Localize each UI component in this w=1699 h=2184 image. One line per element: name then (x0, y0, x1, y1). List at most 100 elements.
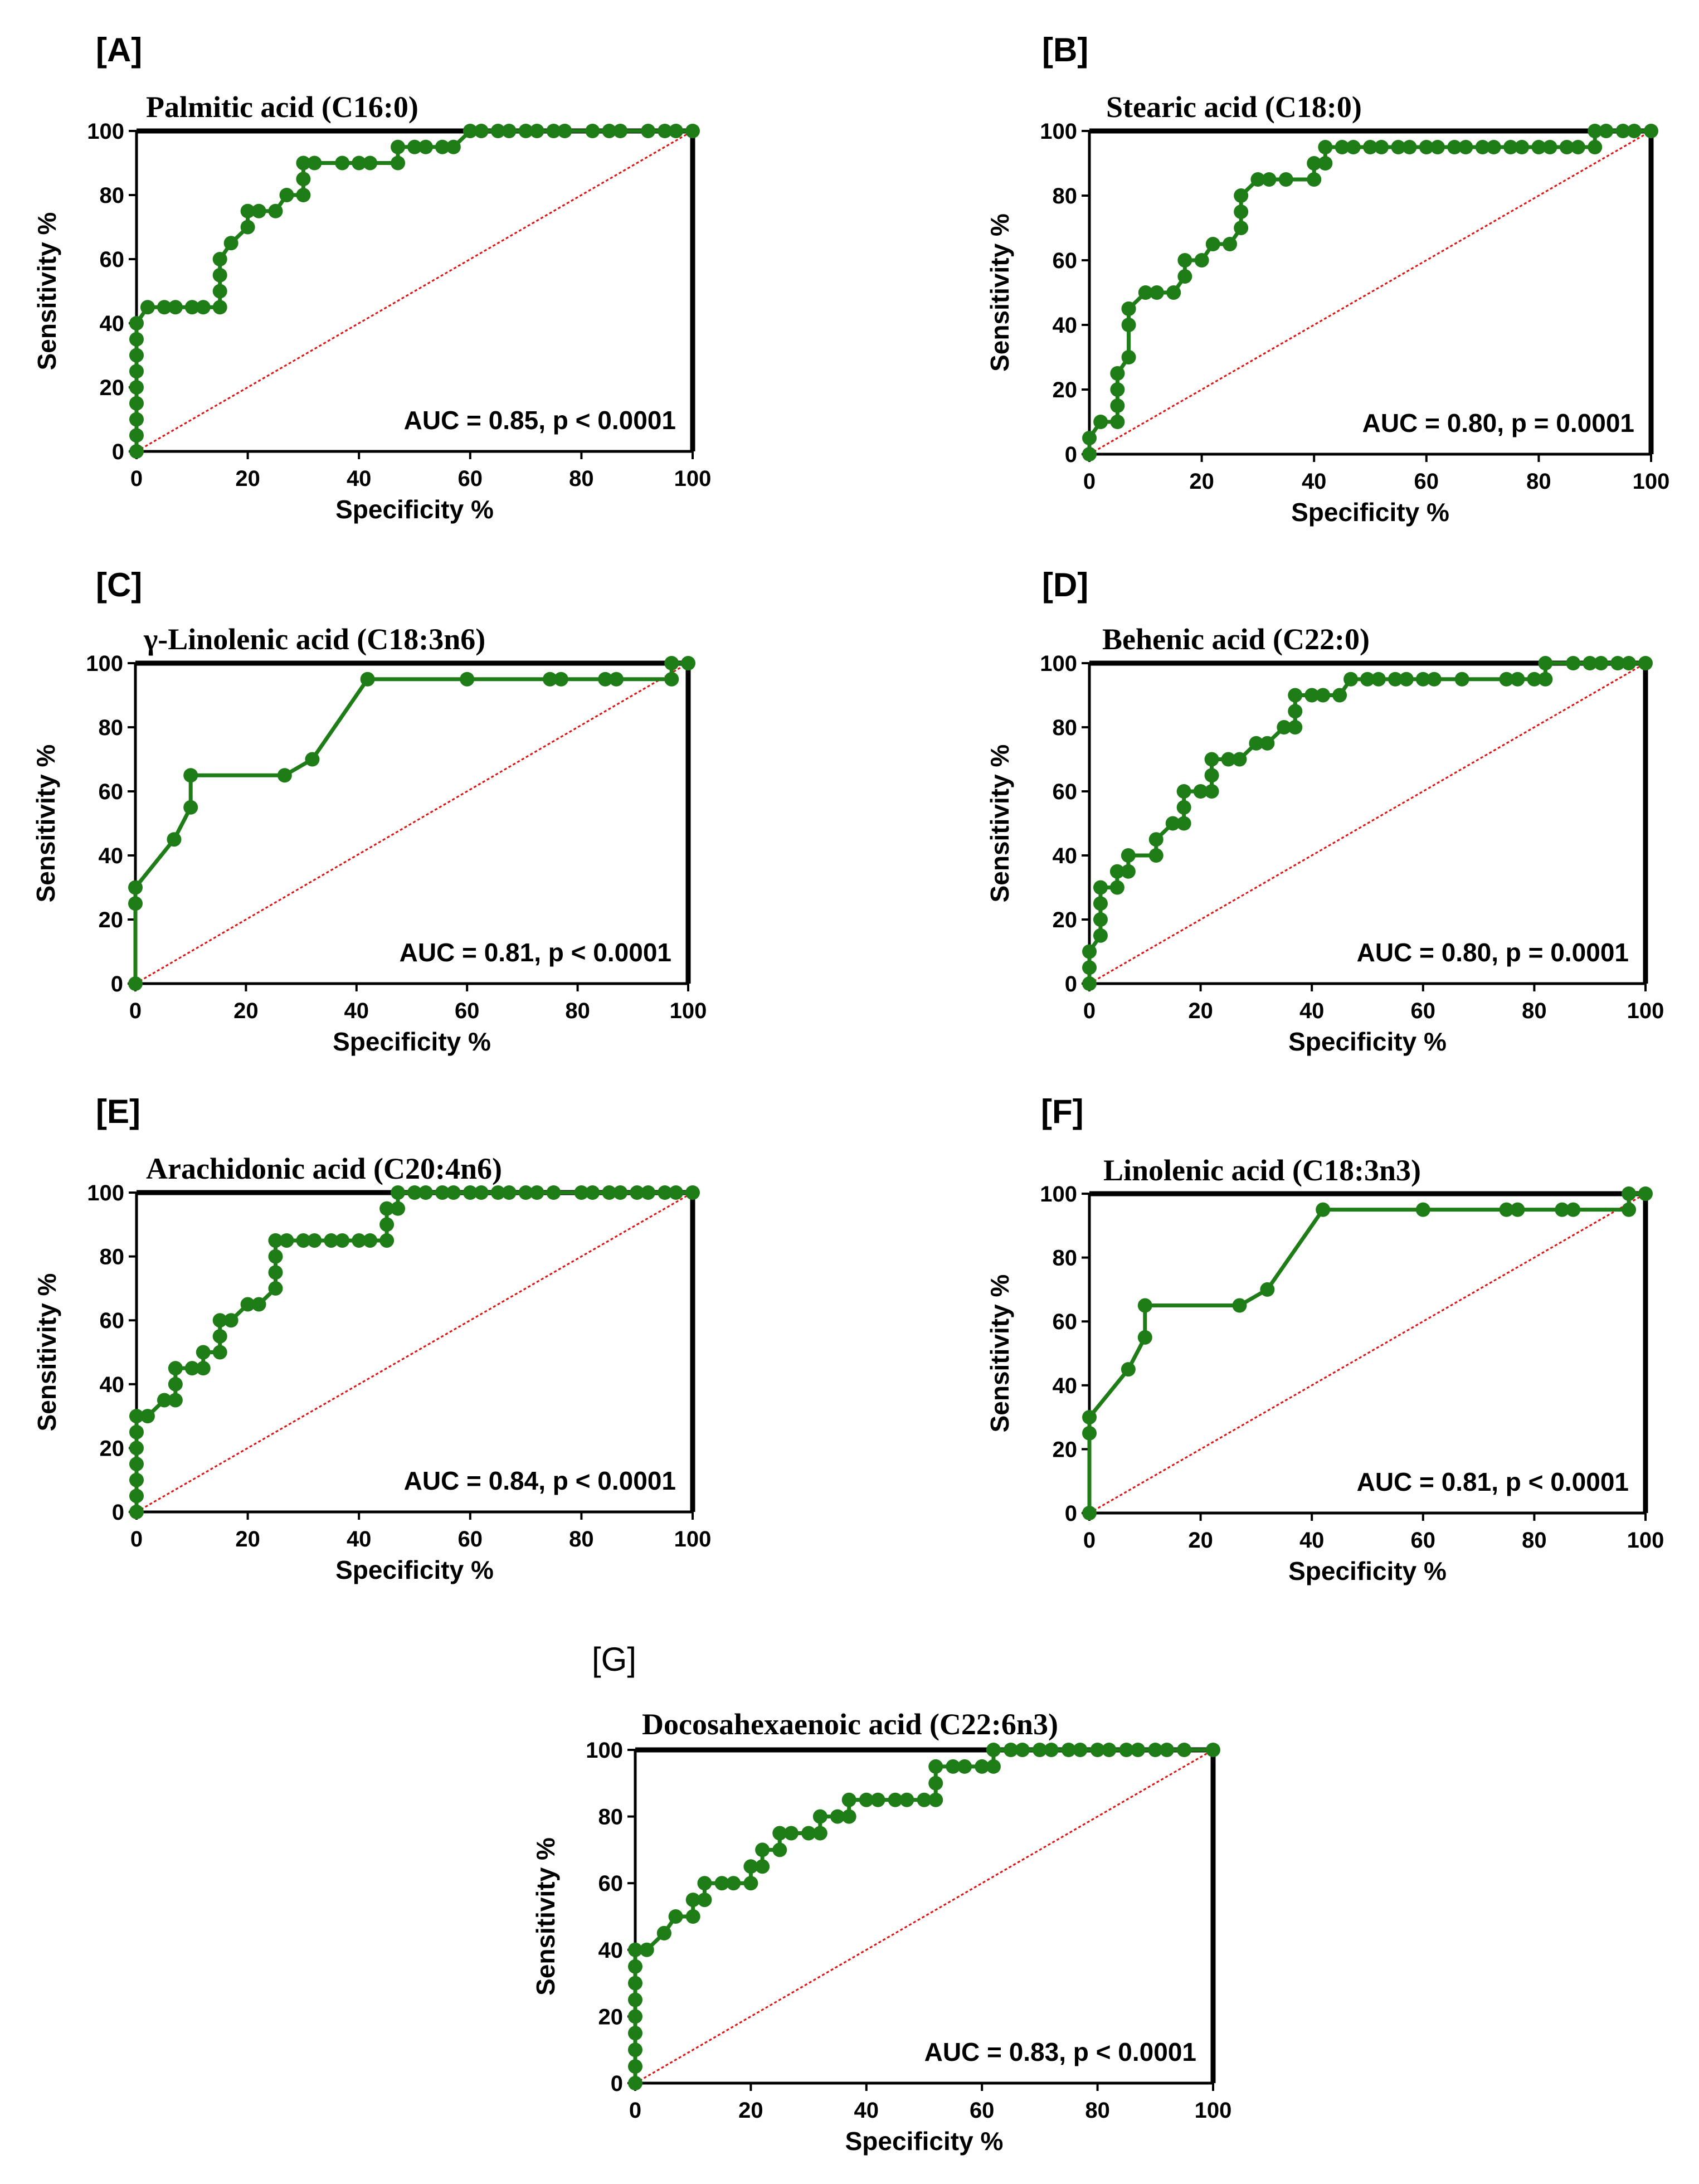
auc-annotation: AUC = 0.84, p < 0.0001 (404, 1466, 676, 1495)
roc-point (1583, 656, 1598, 670)
roc-point (1610, 656, 1625, 670)
roc-point (1109, 880, 1124, 895)
roc-point (1475, 140, 1490, 154)
roc-point (1622, 1202, 1637, 1217)
roc-point (628, 2076, 642, 2090)
roc-point (1165, 816, 1180, 831)
y-tick-label: 0 (1065, 442, 1077, 467)
roc-point (1205, 237, 1220, 251)
x-tick-label: 40 (854, 2098, 879, 2123)
roc-point (1531, 140, 1546, 154)
roc-point (379, 1201, 395, 1216)
roc-point (870, 1792, 885, 1807)
roc-point (296, 172, 311, 187)
roc-point (613, 1185, 628, 1200)
roc-point (986, 1743, 1001, 1757)
roc-point (1499, 1202, 1514, 1217)
panel-label: [F] (1041, 1093, 1084, 1130)
roc-point (1093, 896, 1108, 911)
roc-point (1277, 720, 1292, 735)
roc-point (1234, 205, 1249, 219)
roc-point (1121, 301, 1136, 316)
roc-point (435, 1185, 450, 1200)
roc-point (697, 1876, 712, 1891)
roc-point (1278, 172, 1293, 187)
roc-point (529, 1185, 544, 1200)
roc-point (1121, 318, 1136, 332)
roc-point (1566, 1202, 1581, 1217)
roc-point (812, 1809, 827, 1824)
roc-point (305, 752, 320, 767)
roc-point (743, 1876, 758, 1891)
roc-point (184, 1361, 199, 1376)
x-tick-label: 100 (674, 1527, 712, 1551)
roc-point (1032, 1743, 1047, 1757)
roc-point (888, 1792, 903, 1807)
x-tick-label: 60 (458, 466, 483, 491)
x-tick-label: 60 (970, 2098, 995, 2123)
y-axis-label: Sensitivity % (531, 1837, 560, 1996)
roc-point (975, 1759, 990, 1774)
roc-point (1360, 672, 1375, 687)
roc-point (129, 1472, 144, 1487)
roc-point (1332, 688, 1347, 703)
x-tick-label: 20 (1188, 1528, 1213, 1553)
roc-point (685, 1909, 700, 1924)
x-tick-label: 100 (1195, 2098, 1232, 2123)
x-tick-label: 80 (569, 1527, 594, 1551)
x-axis-label: Specificity % (335, 495, 494, 524)
roc-point (1148, 1743, 1163, 1757)
y-tick-label: 20 (1053, 378, 1078, 402)
roc-point (1148, 848, 1164, 863)
roc-point (129, 332, 144, 347)
roc-point (128, 880, 143, 895)
roc-point (1082, 1506, 1097, 1520)
y-tick-label: 100 (1040, 1182, 1077, 1207)
roc-point (129, 1441, 144, 1456)
roc-point (928, 1776, 943, 1791)
roc-point (1318, 140, 1333, 154)
roc-point (1121, 848, 1136, 863)
roc-point (1110, 366, 1125, 381)
roc-point (1599, 124, 1614, 138)
roc-point (1204, 768, 1219, 783)
roc-point (463, 124, 478, 138)
roc-point (140, 300, 155, 315)
roc-point (128, 896, 143, 911)
roc-point (613, 124, 628, 138)
roc-point (1177, 269, 1192, 284)
roc-point (251, 203, 266, 218)
roc-point (490, 124, 505, 138)
y-tick-label: 0 (1065, 972, 1077, 996)
roc-point (391, 155, 406, 171)
roc-point (360, 672, 375, 687)
roc-point (446, 1185, 461, 1200)
roc-point (502, 1185, 517, 1200)
roc-point (1149, 285, 1164, 300)
roc-point (574, 1185, 589, 1200)
y-tick-label: 40 (598, 1938, 624, 1963)
roc-point (1430, 140, 1445, 154)
roc-point (1559, 140, 1574, 154)
roc-point (743, 1859, 758, 1874)
roc-point (928, 1759, 943, 1774)
roc-point (1346, 140, 1361, 154)
roc-point (598, 672, 613, 687)
roc-point (463, 1185, 478, 1200)
roc-point (129, 1409, 144, 1424)
roc-point (324, 1233, 339, 1248)
roc-point (474, 1185, 489, 1200)
roc-point (1566, 656, 1581, 670)
roc-point (543, 672, 557, 687)
roc-point (772, 1826, 787, 1841)
roc-point (685, 1893, 700, 1908)
auc-annotation: AUC = 0.83, p < 0.0001 (924, 2037, 1196, 2066)
roc-point (129, 396, 144, 411)
roc-point (296, 188, 311, 202)
roc-point (1454, 672, 1469, 687)
roc-point (1177, 1743, 1192, 1757)
reference-diagonal (1089, 662, 1646, 985)
roc-point (1622, 1186, 1637, 1201)
roc-point (1638, 656, 1653, 670)
roc-point (1166, 285, 1181, 300)
